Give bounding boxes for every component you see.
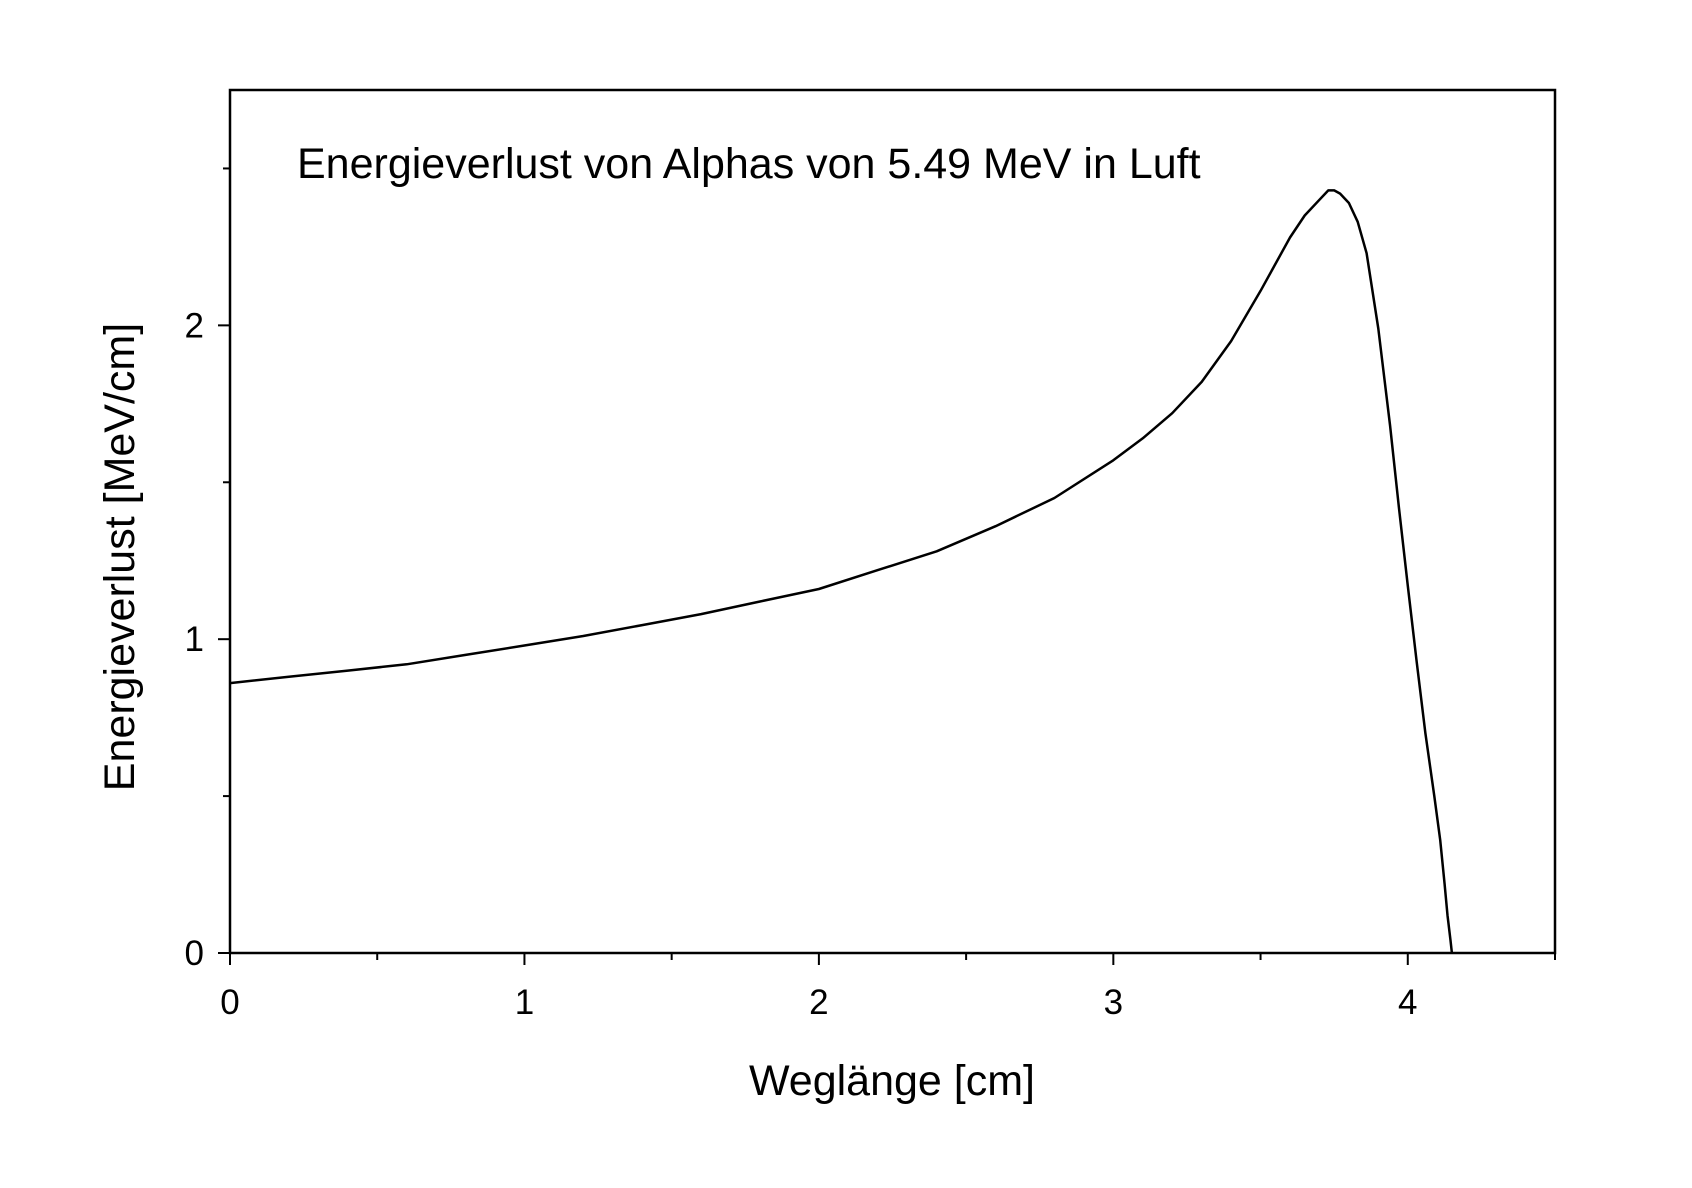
y-tick-label: 0 bbox=[185, 934, 204, 973]
x-axis-title: Weglänge [cm] bbox=[749, 1057, 1035, 1105]
plot-frame bbox=[228, 88, 1557, 955]
energy-loss-curve bbox=[229, 189, 1454, 954]
axis-tick-labels: 0 1 2 3 4 0 1 2 bbox=[185, 306, 1418, 1022]
y-tick-label: 2 bbox=[185, 306, 204, 345]
x-tick-label: 2 bbox=[809, 983, 828, 1022]
y-tick-label: 1 bbox=[185, 620, 204, 659]
chart-title: Energieverlust von Alphas von 5.49 MeV i… bbox=[297, 140, 1201, 188]
x-tick-label: 1 bbox=[515, 983, 534, 1022]
x-tick-label: 3 bbox=[1104, 983, 1123, 1022]
axis-ticks bbox=[218, 167, 1556, 965]
x-tick-label: 4 bbox=[1398, 983, 1417, 1022]
y-axis-title: Energieverlust [MeV/cm] bbox=[96, 323, 144, 791]
x-tick-label: 0 bbox=[220, 983, 239, 1022]
